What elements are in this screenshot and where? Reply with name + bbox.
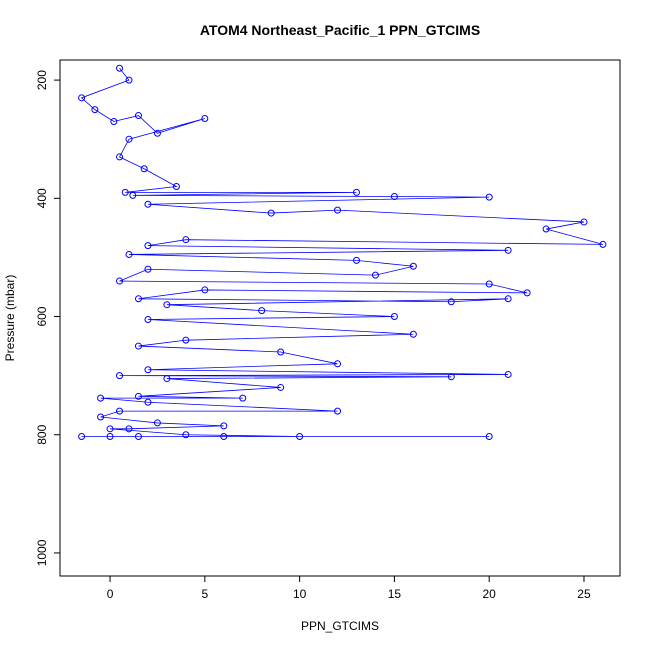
y-tick-label: 400 (35, 188, 49, 208)
data-point (334, 206, 342, 214)
data-point (134, 342, 142, 350)
y-tick-label: 600 (35, 306, 49, 326)
data-point (485, 280, 493, 288)
data-point (97, 394, 105, 402)
data-point (599, 240, 607, 248)
y-axis-label: Pressure (mbar) (3, 275, 17, 362)
data-point (125, 135, 133, 143)
data-point (78, 94, 86, 102)
data-point (277, 383, 285, 391)
data-point (125, 76, 133, 84)
data-point (447, 298, 455, 306)
y-tick-label: 200 (35, 70, 49, 90)
plot-frame (59, 59, 621, 577)
data-point (134, 295, 142, 303)
data-point (121, 188, 129, 196)
data-point (390, 193, 398, 201)
data-point (485, 193, 493, 201)
data-point (277, 348, 285, 356)
data-point (163, 301, 171, 309)
data-point (220, 422, 228, 430)
x-tick-label: 20 (483, 587, 497, 601)
data-point (239, 394, 247, 402)
data-point (172, 182, 180, 190)
x-tick-label: 25 (577, 587, 591, 601)
data-point (267, 209, 275, 217)
data-point (485, 433, 493, 441)
data-point (258, 307, 266, 315)
data-point (334, 407, 342, 415)
data-point (580, 218, 588, 226)
data-point (523, 289, 531, 297)
data-point (409, 262, 417, 270)
data-point (144, 315, 152, 323)
data-point (542, 225, 550, 233)
data-point (125, 425, 133, 433)
x-axis-label: PPN_GTCIMS (301, 619, 379, 633)
x-tick-label: 10 (293, 587, 307, 601)
data-point (390, 313, 398, 321)
data-point (134, 433, 142, 441)
x-tick-label: 5 (201, 587, 208, 601)
data-point (110, 117, 118, 125)
chart-title: ATOM4 Northeast_Pacific_1 PPN_GTCIMS (200, 22, 480, 38)
data-point (129, 191, 137, 199)
data-point (296, 433, 304, 441)
data-point (504, 370, 512, 378)
data-point (153, 129, 161, 137)
data-point (106, 433, 114, 441)
data-point (163, 375, 171, 383)
x-tick-label: 0 (107, 587, 114, 601)
data-point (371, 271, 379, 279)
data-point (140, 165, 148, 173)
data-point (144, 200, 152, 208)
data-point (144, 242, 152, 250)
data-point (201, 115, 209, 123)
data-point (144, 265, 152, 273)
data-point (201, 286, 209, 294)
data-point (334, 360, 342, 368)
data-point (182, 236, 190, 244)
data-point (352, 256, 360, 264)
x-tick-label: 15 (388, 587, 402, 601)
data-point (125, 250, 133, 258)
data-point (409, 330, 417, 338)
data-point (106, 425, 114, 433)
data-point (220, 433, 228, 441)
data-point (134, 112, 142, 120)
data-point (116, 64, 124, 72)
data-point (182, 431, 190, 439)
data-point (504, 295, 512, 303)
data-line (80, 68, 604, 437)
data-point (91, 106, 99, 114)
data-point (116, 407, 124, 415)
y-tick-label: 1000 (35, 539, 49, 566)
data-point (134, 392, 142, 400)
data-point (116, 372, 124, 380)
y-tick-label: 800 (35, 424, 49, 444)
data-point (182, 336, 190, 344)
data-point (153, 419, 161, 427)
data-point (116, 153, 124, 161)
data-point (352, 188, 360, 196)
data-point (504, 246, 512, 254)
data-point (78, 433, 86, 441)
data-point (97, 413, 105, 421)
data-point (447, 373, 455, 381)
data-point (116, 277, 124, 285)
data-point (144, 398, 152, 406)
data-point (144, 366, 152, 374)
